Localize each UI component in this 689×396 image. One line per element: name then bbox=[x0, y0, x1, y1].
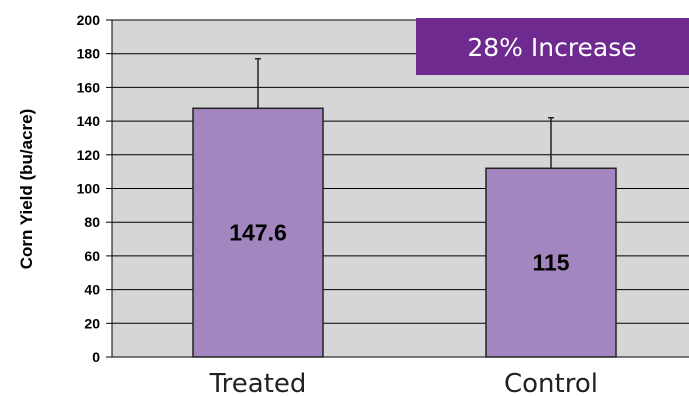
y-tick-label: 100 bbox=[77, 181, 101, 197]
x-tick-label: Control bbox=[504, 369, 598, 396]
y-tick-label: 160 bbox=[77, 79, 101, 95]
y-tick-label: 120 bbox=[77, 147, 101, 163]
y-tick-label: 80 bbox=[84, 214, 100, 230]
y-tick-label: 0 bbox=[92, 349, 100, 365]
y-tick-label: 200 bbox=[77, 12, 101, 28]
y-tick-label: 140 bbox=[77, 113, 101, 129]
y-tick-label: 180 bbox=[77, 46, 101, 62]
y-tick-label: 60 bbox=[84, 248, 100, 264]
increase-callout: 28% Increase bbox=[416, 18, 689, 75]
y-axis-ticks: 0 20 40 60 80 100 120 140 160 180 200 bbox=[77, 12, 112, 365]
y-tick-label: 40 bbox=[84, 282, 100, 298]
data-label: 147.6 bbox=[229, 220, 287, 246]
y-tick-label: 20 bbox=[84, 315, 100, 331]
callout-text: 28% Increase bbox=[467, 33, 636, 62]
data-label: 115 bbox=[532, 250, 569, 276]
y-axis-label: Corn Yield (bu/acre) bbox=[17, 109, 36, 270]
x-axis-ticks: Treated Control bbox=[209, 369, 598, 396]
x-tick-label: Treated bbox=[209, 369, 307, 396]
